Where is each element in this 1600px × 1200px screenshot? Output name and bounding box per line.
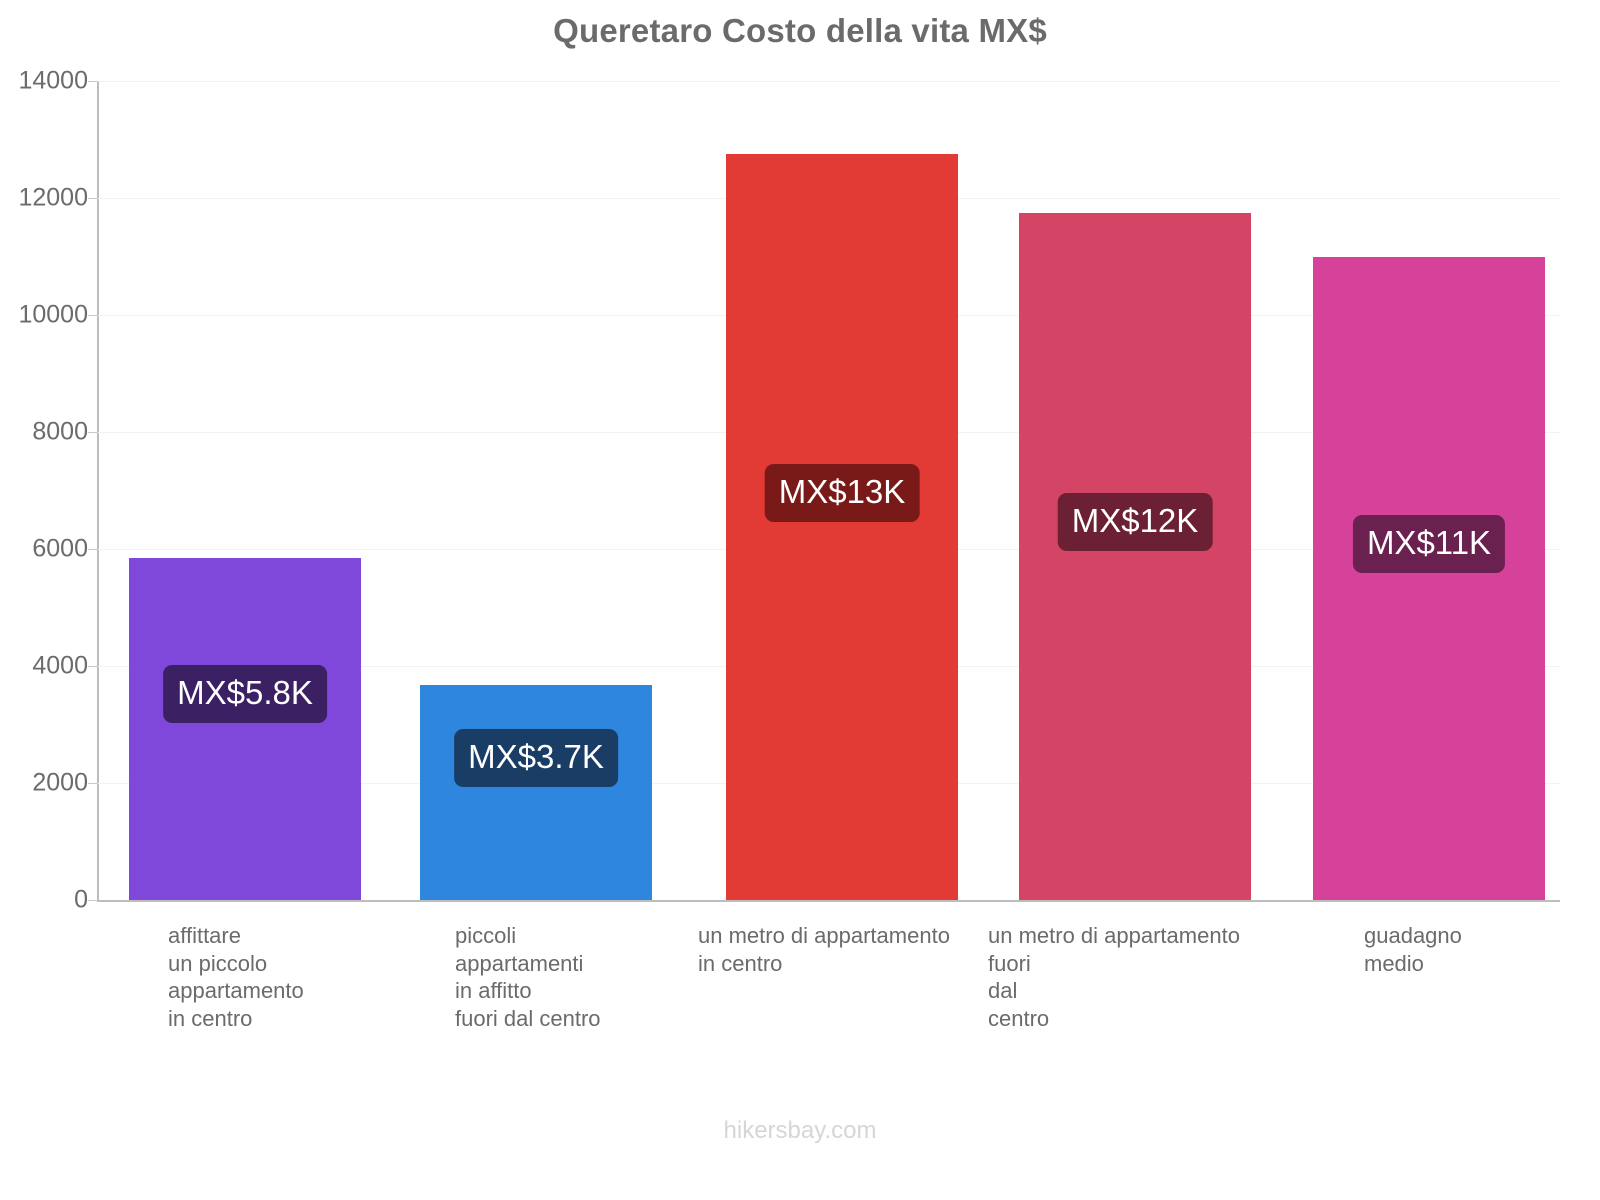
bar-value-label: MX$5.8K bbox=[163, 665, 327, 723]
gridline bbox=[98, 900, 1560, 902]
bar[interactable] bbox=[1019, 212, 1251, 900]
y-tick-label: 2000 bbox=[32, 768, 88, 797]
x-axis-category-label: un metro di appartamento fuori dal centr… bbox=[988, 923, 1240, 1031]
x-axis-category-label: affittare un piccolo appartamento in cen… bbox=[168, 923, 304, 1031]
chart-title: Queretaro Costo della vita MX$ bbox=[553, 12, 1047, 49]
y-tick-label: 14000 bbox=[18, 66, 88, 95]
y-tick-label: 10000 bbox=[18, 300, 88, 329]
bar[interactable] bbox=[420, 684, 652, 900]
y-axis-line bbox=[97, 81, 99, 902]
y-tick-label: 4000 bbox=[32, 651, 88, 680]
y-tick-mark bbox=[88, 900, 98, 901]
y-tick-label: 6000 bbox=[32, 534, 88, 563]
plot-area: MX$5.8K MX$3.7K MX$13K MX$12K MX$11K bbox=[98, 81, 1560, 902]
y-tick-mark bbox=[88, 315, 98, 316]
gridline bbox=[98, 81, 1560, 82]
y-tick-mark bbox=[88, 549, 98, 550]
y-tick-label: 0 bbox=[74, 885, 88, 914]
y-tick-mark bbox=[88, 432, 98, 433]
bar[interactable] bbox=[726, 154, 958, 900]
y-tick-label: 12000 bbox=[18, 183, 88, 212]
x-axis-category-label: piccoli appartamenti in affitto fuori da… bbox=[455, 923, 601, 1031]
y-tick-mark bbox=[88, 198, 98, 199]
bar-value-label: MX$3.7K bbox=[454, 729, 618, 787]
bar-value-label: MX$13K bbox=[764, 464, 920, 522]
y-tick-label: 8000 bbox=[32, 417, 88, 446]
footer-credit: hikersbay.com bbox=[723, 1117, 877, 1144]
y-tick-mark bbox=[88, 783, 98, 784]
bar[interactable] bbox=[1313, 256, 1545, 900]
bar[interactable] bbox=[129, 558, 361, 900]
y-tick-mark bbox=[88, 81, 98, 82]
x-axis-category-label: un metro di appartamento in centro bbox=[698, 923, 950, 976]
y-tick-mark bbox=[88, 666, 98, 667]
bar-value-label: MX$12K bbox=[1057, 493, 1213, 551]
bar-value-label: MX$11K bbox=[1352, 515, 1506, 573]
x-axis-category-label: guadagno medio bbox=[1364, 923, 1462, 976]
